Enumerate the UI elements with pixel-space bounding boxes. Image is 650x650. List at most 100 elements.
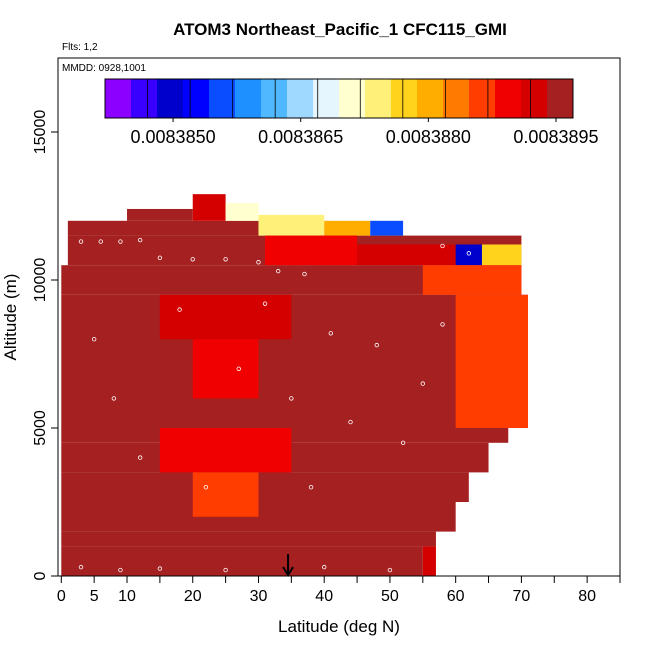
data-point — [91, 337, 97, 342]
data-point — [328, 331, 333, 336]
heatmap-cells — [61, 194, 528, 576]
x-tick-label: 10 — [118, 588, 136, 605]
chart-title: ATOM3 Northeast_Pacific_1 CFC115_GMI — [173, 20, 507, 39]
flights-note: Flts: 1,2 — [62, 42, 98, 53]
colorbar-swatch — [183, 79, 210, 118]
y-axis-label: Altitude (m) — [1, 274, 20, 361]
y-tick-label: 10000 — [32, 258, 49, 303]
data-point — [118, 239, 123, 244]
data-point — [203, 485, 209, 490]
heatmap-cell — [61, 546, 423, 576]
heatmap-cell — [481, 244, 522, 266]
x-tick-label: 5 — [90, 588, 99, 605]
heatmap-cell — [422, 546, 436, 576]
data-point — [98, 239, 103, 244]
colorbar-tick-label: 0.0083850 — [131, 127, 216, 147]
data-point — [302, 271, 307, 277]
colorbar-swatch — [131, 79, 158, 118]
marker-head — [282, 566, 294, 577]
colorbar-frame — [104, 78, 574, 119]
data-point — [400, 440, 406, 445]
x-tick-label: 40 — [315, 588, 333, 605]
x-tick-label: 20 — [184, 588, 202, 605]
data-point — [440, 243, 445, 249]
data-point — [256, 260, 261, 265]
data-point — [420, 381, 426, 386]
colorbar-swatch — [261, 79, 288, 118]
x-tick-label: 70 — [513, 588, 531, 605]
data-point — [322, 564, 327, 570]
x-tick-label: 0 — [57, 588, 66, 605]
colorbar-swatch — [495, 79, 522, 118]
heatmap-cell — [127, 208, 193, 221]
heatmap-cell — [159, 294, 292, 340]
colorbar-swatch — [365, 79, 392, 118]
colorbar-swatch — [339, 79, 366, 118]
data-point — [78, 564, 84, 570]
heatmap-cell — [61, 531, 436, 547]
data-point — [289, 396, 294, 401]
heatmap-cell — [258, 214, 325, 236]
colorbar-tick-label: 0.0083895 — [513, 127, 598, 147]
colorbar-swatch — [313, 79, 340, 118]
colorbar-swatch — [209, 79, 236, 118]
data-point — [236, 366, 241, 371]
data-point — [440, 322, 445, 327]
data-point — [118, 567, 123, 573]
x-tick-label: 60 — [447, 588, 465, 605]
x-tick-label: 80 — [578, 588, 596, 605]
colorbar-swatch — [443, 79, 470, 118]
heatmap-cell — [422, 265, 522, 295]
data-point — [78, 239, 84, 244]
x-tick-label: 50 — [381, 588, 399, 605]
x-axis: 0 5 10 20 30 40 50 60 70 80 — [57, 576, 621, 605]
data-point — [262, 301, 268, 306]
latitude-marker-arrow — [282, 554, 294, 577]
dates-note: MMDD: 0928,1001 — [62, 63, 146, 74]
heatmap-cell — [324, 220, 371, 236]
y-tick-label: 5000 — [32, 410, 49, 446]
colorbar-swatch — [105, 79, 132, 118]
heatmap-cell — [61, 294, 528, 428]
data-point — [157, 566, 163, 571]
heatmap-cell — [265, 235, 358, 266]
y-axis: 0 5000 10000 15000 — [32, 110, 58, 580]
heatmap-cell — [159, 428, 292, 473]
data-point — [190, 257, 195, 262]
plot-frame — [57, 57, 621, 577]
colorbar-tick-label: 0.0083865 — [258, 127, 343, 147]
y-tick-label: 15000 — [32, 110, 49, 155]
heatmap-cell — [192, 339, 259, 399]
data-point — [111, 396, 117, 401]
data-point — [387, 567, 393, 573]
data-point — [137, 237, 143, 243]
y-tick-label: 0 — [32, 571, 49, 580]
x-axis-label: Latitude (deg N) — [278, 617, 400, 636]
heatmap-cell — [225, 203, 259, 221]
colorbar-swatch — [391, 79, 418, 118]
heatmap-cell — [357, 244, 456, 266]
colorbar-swatch — [469, 79, 496, 118]
heatmap-cell — [455, 294, 528, 428]
heatmap-cell — [192, 194, 226, 221]
heatmap-cell — [61, 472, 469, 502]
colorbar-swatch — [521, 79, 548, 118]
data-point — [374, 342, 379, 348]
data-point — [137, 455, 143, 460]
colorbar-swatch — [547, 79, 574, 118]
x-tick-label: 30 — [250, 588, 268, 605]
data-points — [78, 237, 472, 573]
data-point — [177, 307, 182, 312]
heatmap-cell — [192, 472, 259, 517]
data-point — [348, 419, 353, 425]
data-point — [308, 485, 314, 490]
data-point — [223, 567, 228, 573]
colorbar-swatch — [287, 79, 314, 118]
heatmap-cell — [67, 220, 259, 236]
colorbar-swatch — [157, 79, 184, 118]
heatmap-cell — [370, 220, 404, 236]
colorbar-swatch — [235, 79, 262, 118]
data-point — [157, 255, 163, 260]
colorbar-tick-label: 0.0083880 — [386, 127, 471, 147]
